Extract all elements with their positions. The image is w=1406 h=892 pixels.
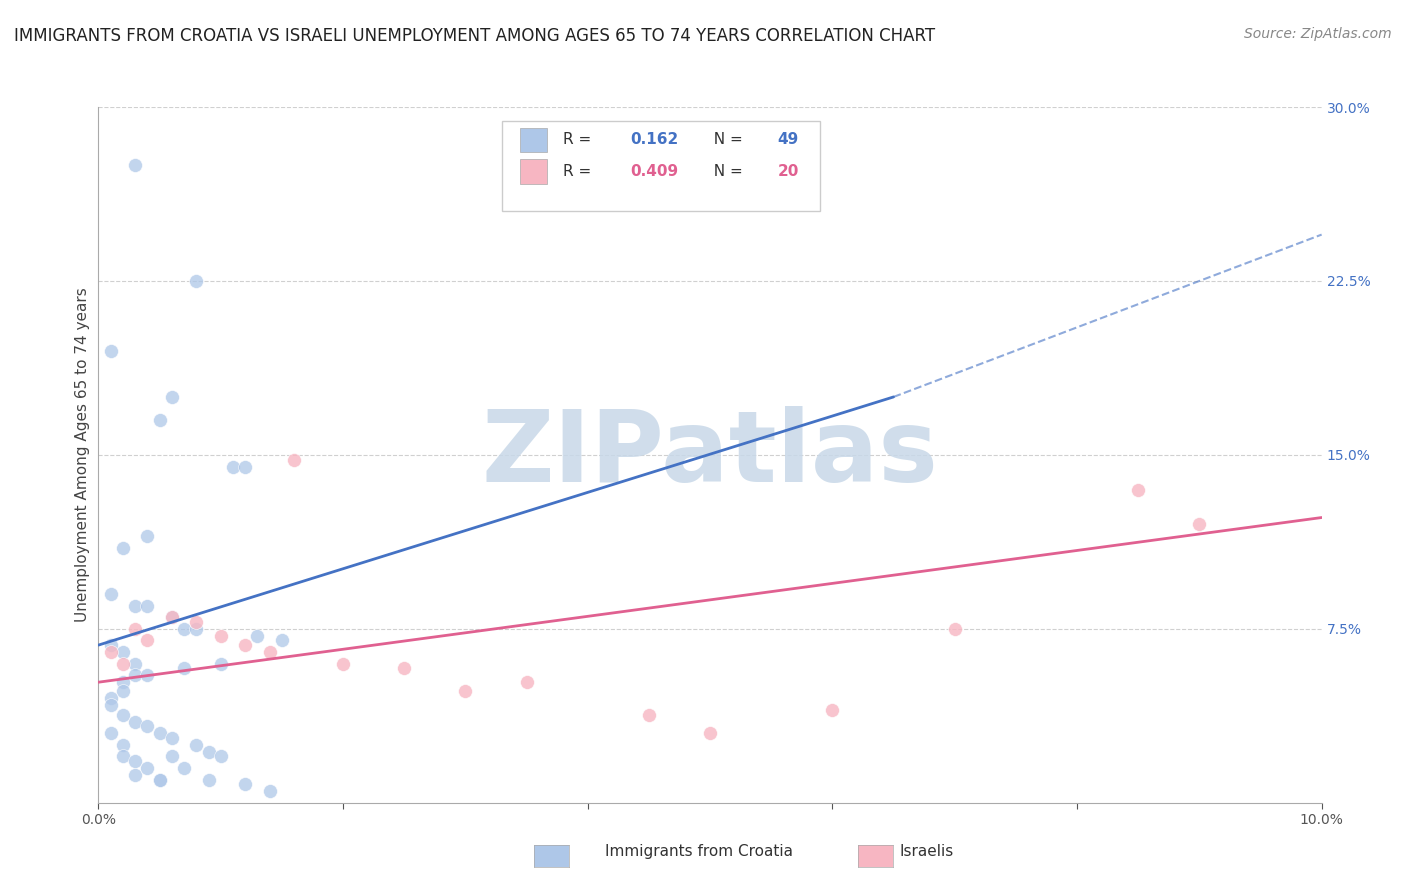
- Text: 0.409: 0.409: [630, 163, 679, 178]
- Bar: [520, 160, 547, 184]
- Point: [100, 587, 122, 601]
- Point: [111, 645, 134, 659]
- Point: [233, 459, 256, 474]
- Point: [516, 675, 538, 690]
- Bar: [520, 128, 547, 153]
- Point: [160, 610, 183, 624]
- Text: ZIPatlas: ZIPatlas: [482, 407, 938, 503]
- Point: [233, 777, 256, 791]
- Point: [111, 738, 134, 752]
- Point: [186, 622, 208, 636]
- Point: [136, 529, 159, 543]
- Point: [136, 633, 159, 648]
- Point: [332, 657, 354, 671]
- Point: [197, 772, 219, 787]
- Point: [637, 707, 661, 722]
- Point: [160, 610, 183, 624]
- Text: N =: N =: [704, 163, 748, 178]
- Point: [186, 615, 208, 629]
- Point: [209, 657, 232, 671]
- Point: [270, 633, 292, 648]
- Point: [454, 684, 477, 698]
- Point: [392, 661, 416, 675]
- Point: [100, 698, 122, 713]
- Point: [186, 274, 208, 288]
- Point: [699, 726, 721, 740]
- Point: [111, 749, 134, 764]
- Point: [173, 761, 195, 775]
- Point: [111, 675, 134, 690]
- Point: [173, 661, 195, 675]
- Point: [124, 668, 146, 682]
- Point: [111, 684, 134, 698]
- Point: [124, 657, 146, 671]
- Point: [149, 772, 172, 787]
- Point: [173, 622, 195, 636]
- Point: [124, 599, 146, 613]
- FancyBboxPatch shape: [502, 121, 820, 211]
- Point: [160, 390, 183, 404]
- Text: R =: R =: [564, 132, 596, 147]
- Point: [186, 738, 208, 752]
- Point: [124, 754, 146, 768]
- Point: [136, 719, 159, 733]
- Point: [100, 691, 122, 706]
- Point: [209, 749, 232, 764]
- Point: [259, 645, 281, 659]
- Point: [100, 638, 122, 652]
- Text: 0.162: 0.162: [630, 132, 679, 147]
- Text: Israelis: Israelis: [900, 845, 955, 859]
- Point: [124, 158, 146, 172]
- Point: [821, 703, 844, 717]
- Y-axis label: Unemployment Among Ages 65 to 74 years: Unemployment Among Ages 65 to 74 years: [75, 287, 90, 623]
- Point: [209, 629, 232, 643]
- Point: [1188, 517, 1211, 532]
- Text: N =: N =: [704, 132, 748, 147]
- Point: [111, 707, 134, 722]
- Point: [149, 726, 172, 740]
- Point: [149, 772, 172, 787]
- Point: [283, 452, 305, 467]
- Point: [124, 768, 146, 782]
- Point: [943, 622, 966, 636]
- Point: [136, 668, 159, 682]
- Text: Source: ZipAtlas.com: Source: ZipAtlas.com: [1244, 27, 1392, 41]
- Point: [222, 459, 245, 474]
- Text: 49: 49: [778, 132, 799, 147]
- Point: [100, 343, 122, 358]
- Point: [233, 638, 256, 652]
- Text: 20: 20: [778, 163, 799, 178]
- Text: Immigrants from Croatia: Immigrants from Croatia: [605, 845, 793, 859]
- Point: [124, 714, 146, 729]
- Point: [1128, 483, 1150, 497]
- Text: R =: R =: [564, 163, 596, 178]
- Point: [160, 749, 183, 764]
- Text: IMMIGRANTS FROM CROATIA VS ISRAELI UNEMPLOYMENT AMONG AGES 65 TO 74 YEARS CORREL: IMMIGRANTS FROM CROATIA VS ISRAELI UNEMP…: [14, 27, 935, 45]
- Point: [100, 726, 122, 740]
- Point: [111, 657, 134, 671]
- Point: [259, 784, 281, 798]
- Point: [197, 745, 219, 759]
- Point: [136, 761, 159, 775]
- Point: [100, 645, 122, 659]
- Point: [124, 622, 146, 636]
- Point: [136, 599, 159, 613]
- Point: [111, 541, 134, 555]
- Point: [149, 413, 172, 427]
- Point: [160, 731, 183, 745]
- Point: [246, 629, 269, 643]
